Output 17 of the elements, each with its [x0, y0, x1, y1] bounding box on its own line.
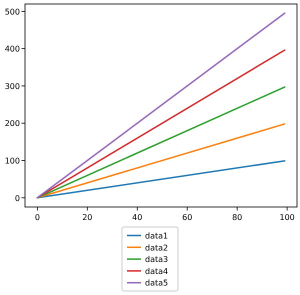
- x-tick-label: 20: [82, 213, 92, 222]
- y-tick-label: 500: [4, 7, 20, 16]
- y-tick-label: 200: [4, 119, 20, 128]
- x-tick-label: 80: [232, 213, 242, 222]
- x-tick-label: 60: [182, 213, 192, 222]
- y-tick-label: 300: [4, 82, 20, 91]
- x-tick-label: 40: [132, 213, 142, 222]
- legend-label: data5: [145, 278, 168, 288]
- x-tick-label: 100: [279, 213, 295, 222]
- x-tick-label: 0: [34, 213, 40, 222]
- y-tick-label: 0: [14, 194, 20, 203]
- y-tick-label: 400: [4, 44, 20, 54]
- legend-label: data2: [145, 243, 168, 252]
- legend-label: data3: [145, 255, 168, 264]
- legend-label: data4: [145, 266, 168, 276]
- legend-label: data1: [145, 232, 168, 240]
- y-tick-label: 100: [4, 156, 20, 166]
